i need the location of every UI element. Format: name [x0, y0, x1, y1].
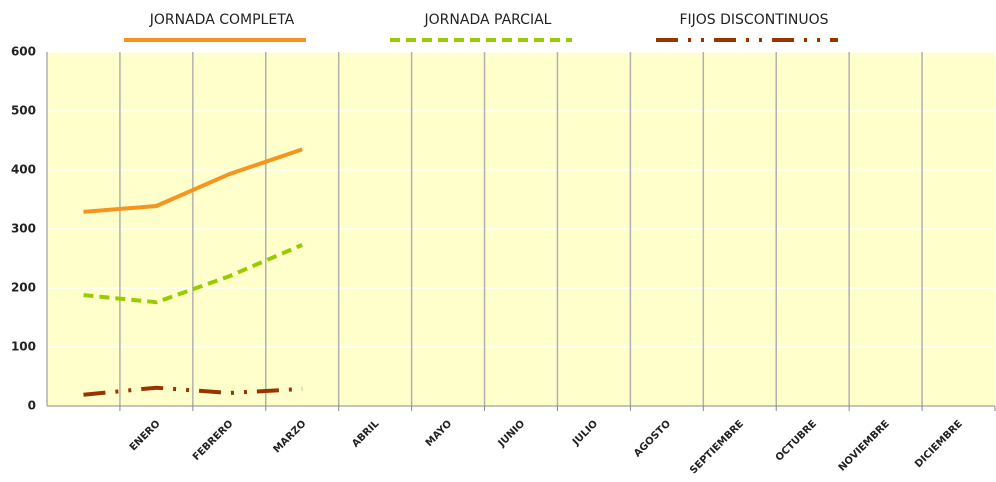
x-tick-label: DICIEMBRE: [913, 418, 965, 470]
legend-label: JORNADA PARCIAL: [424, 12, 552, 28]
x-tick-label: ENERO: [128, 418, 163, 453]
y-tick-label: 200: [11, 281, 36, 295]
y-tick-label: 500: [11, 104, 36, 118]
x-tick-label: MARZO: [272, 418, 309, 455]
series-line: [83, 147, 303, 214]
legend-label: FIJOS DISCONTINUOS: [679, 12, 828, 28]
x-tick-label: ABRIL: [350, 418, 382, 450]
y-tick-label: 400: [11, 163, 36, 177]
y-tick-label: 100: [11, 340, 36, 354]
x-tick-label: NOVIEMBRE: [837, 418, 892, 473]
x-tick-label: AGOSTO: [632, 418, 673, 459]
x-tick-label: FEBRERO: [191, 418, 236, 463]
series-line: [83, 243, 303, 305]
y-tick-label: 300: [11, 222, 36, 236]
x-tick-label: JULIO: [570, 418, 600, 448]
x-tick-label: JUNIO: [496, 418, 527, 449]
y-tick-label: 0: [28, 399, 36, 413]
series-line: [83, 385, 303, 397]
legend-label: JORNADA COMPLETA: [149, 12, 295, 28]
x-tick-label: SEPTIEMBRE: [688, 418, 746, 476]
x-tick-label: MAYO: [424, 418, 454, 448]
y-tick-label: 600: [11, 45, 36, 59]
x-tick-label: OCTUBRE: [774, 418, 819, 463]
